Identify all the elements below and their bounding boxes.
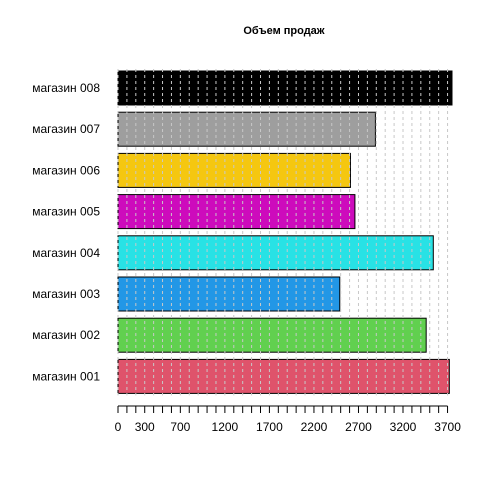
x-tick-label: 1200 — [212, 420, 239, 434]
grid-layer — [117, 69, 449, 396]
bar-7 — [117, 111, 376, 147]
x-tick-label: 2200 — [301, 420, 328, 434]
bars-layer — [117, 70, 453, 394]
category-label: магазин 005 — [32, 205, 100, 219]
bar-2 — [117, 317, 427, 353]
x-tick-label: 300 — [135, 420, 155, 434]
category-labels: магазин 001 магазин 002 магазин 003 магазин… — [32, 81, 100, 383]
x-tick-label: 3200 — [390, 420, 417, 434]
category-label: магазин 003 — [32, 287, 100, 301]
bar-5 — [117, 194, 356, 230]
category-label: магазин 007 — [32, 122, 100, 136]
x-tick-label: 2700 — [345, 420, 372, 434]
category-label: магазин 002 — [32, 328, 100, 342]
x-tick-label: 3700 — [434, 420, 461, 434]
category-label: магазин 008 — [32, 81, 100, 95]
chart-title: Объем продаж — [243, 25, 324, 37]
category-label: магазин 004 — [32, 246, 100, 260]
bar-1 — [117, 358, 450, 394]
bar-4 — [117, 235, 434, 271]
x-tick-label: 0 — [115, 420, 122, 434]
bar-6 — [117, 152, 351, 188]
category-label: магазин 006 — [32, 163, 100, 177]
x-tick-label: 1700 — [256, 420, 283, 434]
bar-3 — [117, 276, 341, 312]
x-tick-label: 700 — [170, 420, 190, 434]
bar-8 — [117, 70, 453, 106]
x-axis: 0 300 700 1200 1700 2200 2700 3200 3700 — [115, 405, 461, 434]
category-label: магазин 001 — [32, 369, 100, 383]
